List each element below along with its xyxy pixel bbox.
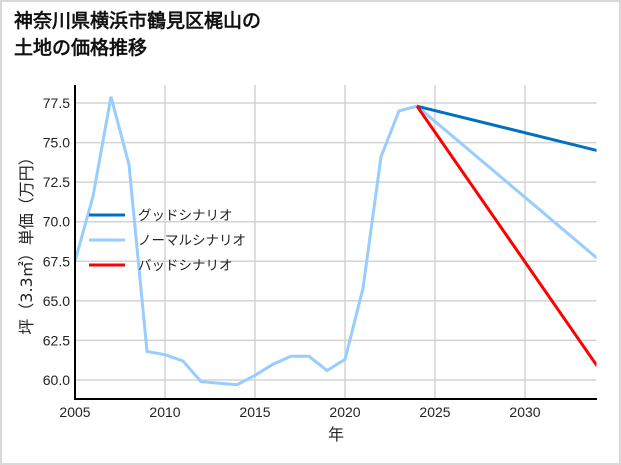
x-tick-label: 2010 [149,404,180,420]
chart-title-line2: 土地の価格推移 [14,37,148,59]
y-tick-label: 60.0 [43,372,70,388]
y-tick-label: 72.5 [43,174,70,190]
x-tick-label: 2030 [509,404,540,420]
y-tick-label: 70.0 [43,214,70,230]
y-axis-label: 坪（3.3㎡）単価（万円） [17,149,36,334]
y-tick-label: 75.0 [43,135,70,151]
x-tick-labels: 2005 2010 2015 2020 2025 2030 [59,404,540,420]
x-tick-label: 2020 [329,404,360,420]
x-axis-label: 年 [328,425,344,444]
series-line-2 [415,105,597,367]
legend-label: バッドシナリオ [138,258,233,274]
legend-label: ノーマルシナリオ [138,233,246,249]
series-line-1 [75,96,597,387]
y-tick-label: 77.5 [43,95,70,111]
legend-label: グッドシナリオ [138,208,233,224]
y-tick-label: 67.5 [43,253,70,269]
y-tick-label: 65.0 [43,293,70,309]
series-line-0 [416,104,597,152]
y-tick-labels: 60.0 62.5 65.0 67.5 70.0 72.5 75.0 77.5 [43,95,70,388]
chart-title: 神奈川県横浜市鶴見区梶山の 土地の価格推移 [14,8,261,62]
data-series [75,96,597,387]
axes [74,85,597,400]
y-tick-label: 62.5 [43,332,70,348]
x-tick-label: 2015 [239,404,270,420]
chart-title-line1: 神奈川県横浜市鶴見区梶山の [14,10,262,32]
x-tick-label: 2005 [59,404,90,420]
x-tick-label: 2025 [419,404,450,420]
